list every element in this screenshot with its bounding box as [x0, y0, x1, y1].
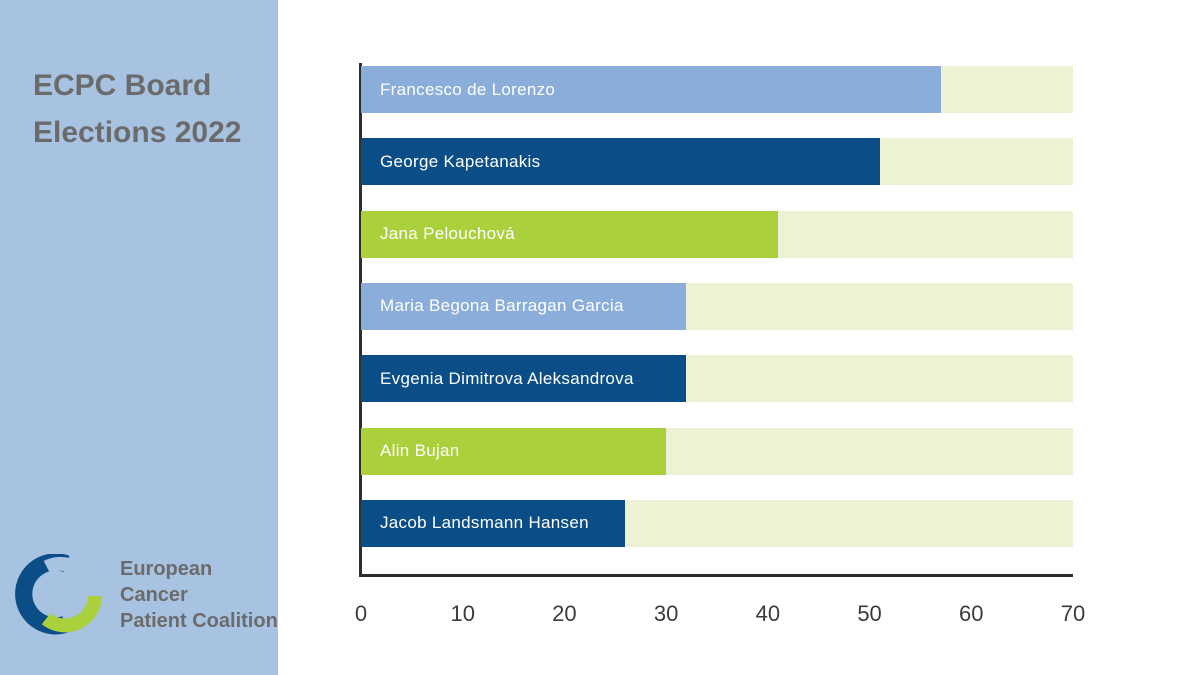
bar-label: Jana Pelouchová [380, 224, 515, 244]
x-axis-tick-label: 10 [450, 601, 475, 626]
bar-fill: Maria Begona Barragan Garcia [361, 282, 687, 330]
x-axis-tick-label: 70 [1060, 601, 1086, 626]
bars: Francesco de Lorenzo George Kapetanakis Ja… [361, 63, 1073, 577]
ecpc-logo: European Cancer Patient Coalition [12, 554, 278, 636]
x-axis-tick-label: 30 [653, 601, 679, 626]
bar-fill: Jana Pelouchová [361, 210, 779, 258]
x-axis-tick-label: 60 [959, 601, 984, 626]
bar-fill: Alin Bujan [361, 427, 667, 475]
x-axis-tick-label: 0 [354, 601, 368, 626]
bar-label: George Kapetanakis [380, 151, 541, 171]
chart-axis-frame [359, 63, 1073, 577]
x-axis-tick-label: 20 [552, 601, 577, 626]
bar-row: Maria Begona Barragan Garcia [361, 282, 1073, 330]
sidebar: ECPC Board Elections 2022 European Cance… [0, 0, 278, 675]
bar-fill: Francesco de Lorenzo [361, 66, 941, 113]
bar-label: Francesco de Lorenzo [380, 79, 556, 99]
bar-label: Alin Bujan [380, 441, 460, 461]
bar-fill: Evgenia Dimitrova Aleksandrova [361, 355, 687, 403]
bar-label: Maria Begona Barragan Garcia [380, 296, 624, 316]
bar-row: Francesco de Lorenzo [361, 66, 1073, 113]
bar-row: Jacob Landsmann Hansen [361, 499, 1073, 547]
x-axis-tick-label: 40 [755, 601, 781, 626]
x-axis-ticks: 0 10 20 30 40 50 60 70 [355, 601, 1085, 631]
logo-text: European Cancer Patient Coalition [120, 556, 278, 634]
bar-fill: George Kapetanakis [361, 138, 880, 186]
bar-label: Jacob Landsmann Hansen [380, 513, 589, 533]
logo-text-line2: Patient Coalition [120, 610, 278, 632]
x-axis-tick-label: 50 [857, 601, 882, 626]
bar-row: Alin Bujan [361, 427, 1073, 475]
logo-text-line1: European Cancer [120, 558, 213, 606]
bar-label: Evgenia Dimitrova Aleksandrova [380, 368, 634, 388]
bar-row: Jana Pelouchová [361, 210, 1073, 258]
page-title: ECPC Board Elections 2022 [33, 69, 242, 150]
bar-row: Evgenia Dimitrova Aleksandrova [361, 355, 1073, 403]
bar-fill: Jacob Landsmann Hansen [361, 499, 626, 547]
bar-row: George Kapetanakis [361, 138, 1073, 186]
ecpc-logo-icon [15, 554, 103, 635]
